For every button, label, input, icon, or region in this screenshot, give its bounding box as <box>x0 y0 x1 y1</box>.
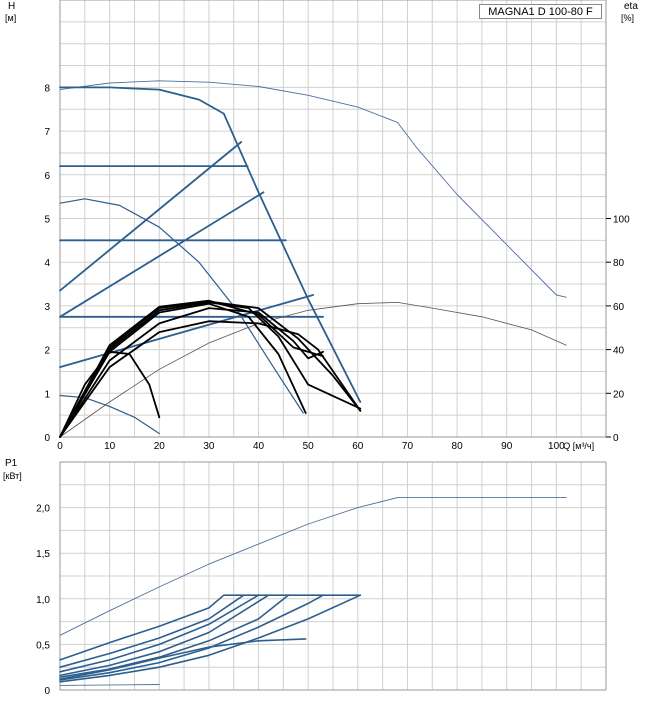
head-curve-head-1 <box>59 86 362 403</box>
power-curve-7 <box>59 594 362 683</box>
head-curve-head-6 <box>59 191 265 318</box>
flow-tick-label: 50 <box>303 441 315 452</box>
model-label: MAGNA1 D 100-80 F <box>479 4 602 19</box>
eff-tick-label: 60 <box>613 302 625 313</box>
flow-tick-label: 60 <box>352 441 364 452</box>
head-curve-twin-0 <box>59 80 567 298</box>
head-curve-eff-12 <box>59 307 324 438</box>
flow-tick-label: 30 <box>203 441 215 452</box>
flow-tick-label: 80 <box>452 441 464 452</box>
power-curve-6 <box>59 594 324 681</box>
head-curve-eff-10 <box>59 302 567 438</box>
power-tick-label: 1,5 <box>36 549 50 560</box>
power-axis-label: P1 <box>5 458 18 469</box>
head-tick-label: 5 <box>44 215 50 226</box>
power-axis-unit: [кВт] <box>3 471 22 481</box>
flow-tick-label: 0 <box>57 441 63 452</box>
flow-tick-label: 90 <box>501 441 513 452</box>
head-curve-eff-17 <box>59 350 161 438</box>
head-axis-unit: [м] <box>5 13 16 23</box>
head-tick-label: 1 <box>44 389 50 400</box>
eff-tick-label: 20 <box>613 389 625 400</box>
head-axis-label: H <box>8 1 15 12</box>
head-tick-label: 7 <box>44 127 50 138</box>
head-curve-eff-11 <box>59 320 362 438</box>
power-curve-2 <box>59 594 245 668</box>
head-curve-head-7 <box>59 294 314 368</box>
plot-frame-power <box>59 461 607 691</box>
power-curve-4 <box>59 594 270 677</box>
eff-axis-unit: [%] <box>621 13 634 23</box>
power-curve-5 <box>59 594 290 678</box>
power-tick-label: 2,0 <box>36 504 50 515</box>
flow-tick-label: 10 <box>104 441 116 452</box>
eff-tick-label: 100 <box>613 215 630 226</box>
head-tick-label: 4 <box>44 258 50 269</box>
head-curve-head-9 <box>59 394 160 435</box>
power-curve-3 <box>59 594 260 673</box>
power-curve-1 <box>59 594 362 661</box>
eff-tick-label: 80 <box>613 258 625 269</box>
power-curve-0 <box>59 497 567 636</box>
head-curve-eff-15 <box>59 300 362 438</box>
eff-tick-label: 40 <box>613 346 625 357</box>
head-curve-eff-14 <box>59 301 362 438</box>
head-tick-label: 3 <box>44 302 50 313</box>
flow-tick-label: 100 <box>548 441 565 452</box>
head-curve-head-8 <box>59 198 304 414</box>
flow-tick-label: 70 <box>402 441 414 452</box>
head-tick-label: 8 <box>44 83 50 94</box>
power-tick-label: 0 <box>44 686 50 697</box>
head-tick-label: 2 <box>44 346 50 357</box>
flow-tick-label: 40 <box>253 441 265 452</box>
head-curve-eff-16 <box>59 299 324 438</box>
power-curve-8 <box>59 638 307 680</box>
eff-tick-label: 0 <box>613 433 619 444</box>
head-tick-label: 6 <box>44 171 50 182</box>
eff-axis-label: eta <box>624 1 638 12</box>
head-curve-head-5 <box>59 141 243 292</box>
power-tick-label: 1,0 <box>36 595 50 606</box>
flow-axis-label: Q [м³/ч] <box>563 441 594 451</box>
power-tick-label: 0,5 <box>36 640 50 651</box>
power-curve-9 <box>59 684 160 686</box>
head-tick-label: 0 <box>44 433 50 444</box>
flow-tick-label: 20 <box>154 441 166 452</box>
